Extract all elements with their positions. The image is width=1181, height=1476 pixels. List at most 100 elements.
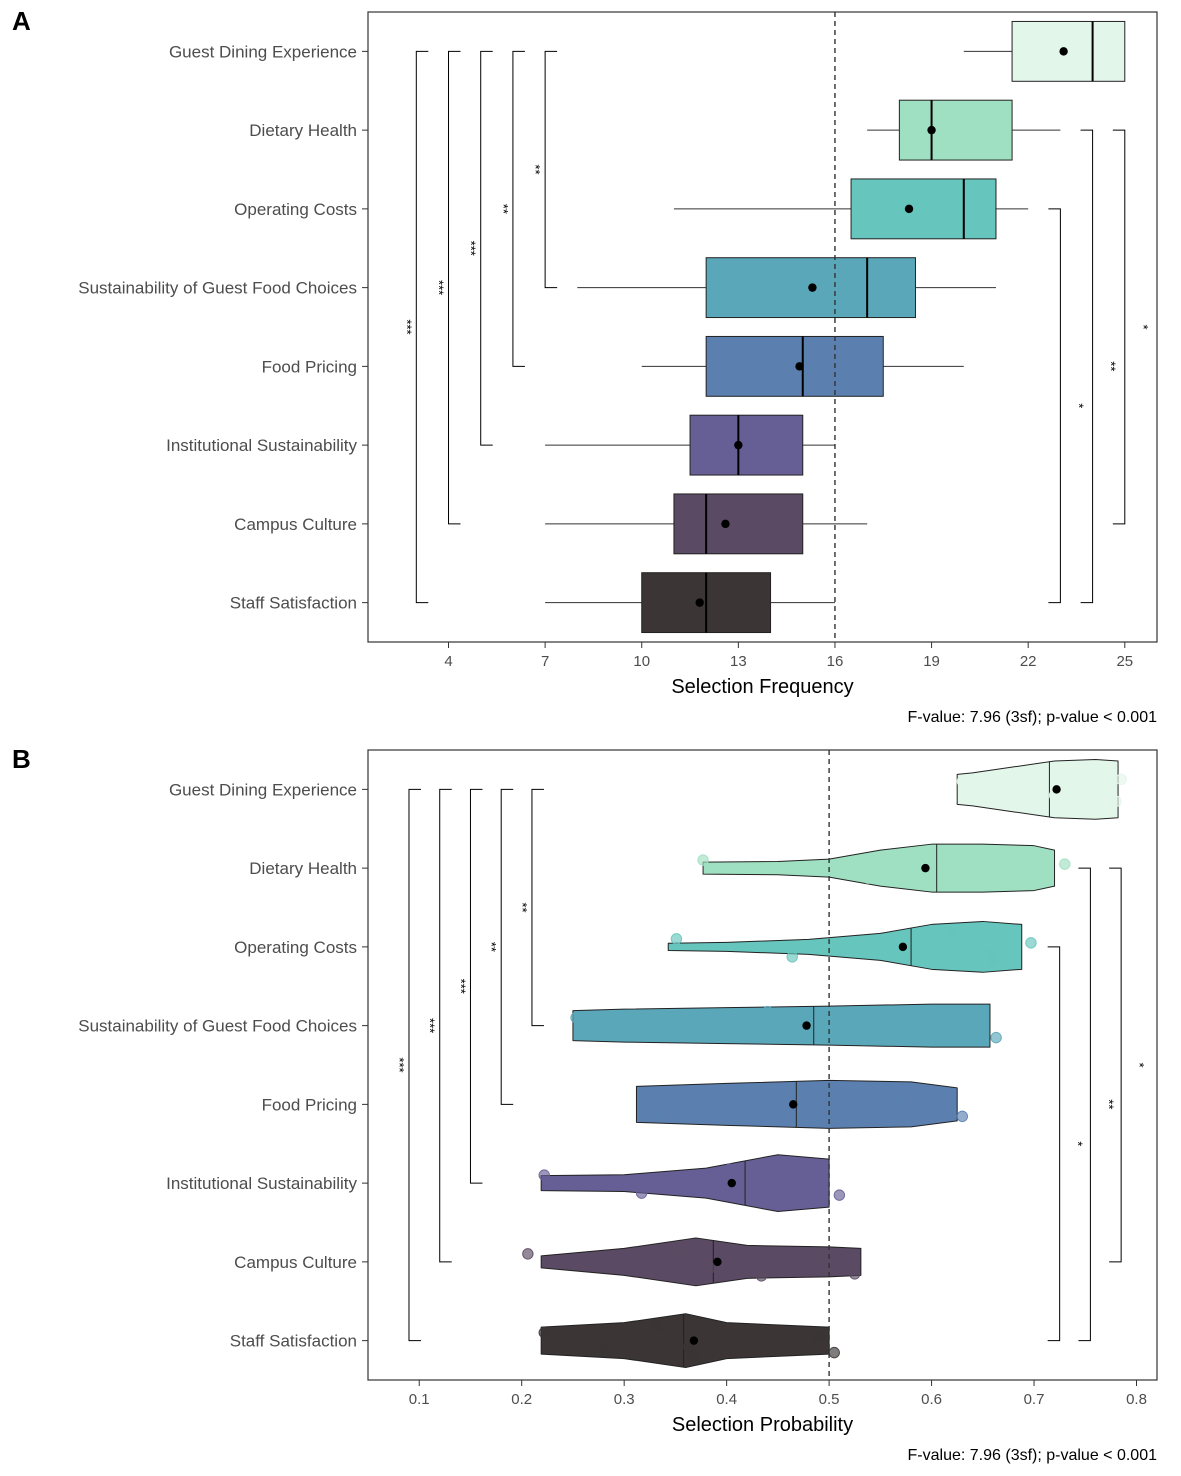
jitter-point	[956, 1110, 969, 1123]
jitter-point	[849, 1268, 861, 1280]
jitter-point	[755, 1270, 768, 1282]
significance-label: **	[496, 204, 511, 214]
plot-frame	[367, 11, 1158, 643]
jitter-point	[538, 1326, 550, 1339]
significance-bracket	[415, 50, 429, 604]
jitter-point	[813, 1330, 825, 1343]
box	[1011, 20, 1126, 82]
significance-bracket	[1080, 129, 1094, 604]
significance-bracket	[512, 50, 525, 367]
significance-label: *	[1132, 1062, 1147, 1067]
jitter-point	[963, 1015, 976, 1028]
significance-bracket	[469, 788, 483, 1184]
jitter-point	[638, 1090, 651, 1103]
jitter-point	[828, 1346, 840, 1359]
jitter-point	[794, 1173, 807, 1185]
mean-point	[802, 1021, 811, 1030]
jitter-point	[704, 1262, 716, 1274]
jitter-point	[736, 1084, 748, 1097]
significance-label: ***	[392, 1057, 407, 1072]
jitter-point	[673, 1242, 686, 1254]
category-label: Operating Costs	[234, 938, 357, 957]
significance-label: ***	[432, 280, 447, 295]
jitter-point	[1079, 797, 1091, 810]
x-tick-label: 0.1	[409, 1391, 430, 1408]
significance-bracket	[1047, 946, 1061, 1342]
jitter-point	[786, 951, 798, 963]
significance-bracket	[531, 788, 544, 1027]
mean-point	[713, 1257, 722, 1267]
mean-point	[695, 598, 704, 607]
violin	[540, 1154, 830, 1213]
jitter-point	[670, 933, 683, 945]
significance-bracket	[480, 50, 493, 446]
category-label: Campus Culture	[234, 515, 357, 534]
jitter-point	[1115, 773, 1127, 786]
jitter-point	[1015, 876, 1027, 888]
mean-point	[927, 125, 936, 135]
significance-label: *	[1071, 403, 1086, 408]
significance-label: **	[1104, 361, 1119, 371]
mean-point	[734, 440, 743, 450]
violin	[540, 1237, 862, 1287]
mean-point	[727, 1178, 736, 1188]
jitter-point	[956, 775, 969, 788]
x-tick-label: 25	[1116, 653, 1133, 670]
category-label: Guest Dining Experience	[169, 42, 357, 61]
significance-bracket	[1112, 129, 1126, 525]
category-label: Sustainability of Guest Food Choices	[78, 279, 357, 298]
jitter-point	[797, 1104, 810, 1117]
jitter-point	[761, 1005, 774, 1018]
jitter-point	[987, 955, 999, 967]
mean-point	[1059, 47, 1068, 56]
mean-point	[921, 863, 930, 873]
significance-bracket	[1048, 208, 1061, 604]
box	[689, 414, 804, 476]
jitter-point	[990, 1031, 1002, 1044]
mean-point	[795, 362, 804, 371]
jitter-point	[570, 1011, 582, 1024]
category-label: Dietary Health	[249, 121, 357, 140]
jitter-point	[626, 1029, 639, 1042]
jitter-point	[813, 1252, 825, 1264]
jitter-point	[697, 854, 709, 866]
jitter-point	[687, 1348, 699, 1361]
mean-point	[689, 1336, 699, 1345]
jitter-point	[919, 848, 932, 860]
panel-label: A	[12, 6, 31, 36]
jitter-point	[862, 872, 874, 884]
significance-bracket	[1109, 867, 1122, 1263]
category-label: Operating Costs	[234, 200, 357, 219]
x-tick-label: 0.7	[1024, 1391, 1045, 1408]
category-label: Sustainability of Guest Food Choices	[78, 1017, 357, 1036]
jitter-point	[792, 1191, 805, 1203]
significance-label: **	[515, 902, 530, 912]
jitter-point	[858, 1033, 870, 1046]
significance-label: ***	[399, 319, 414, 334]
jitter-point	[1059, 858, 1071, 870]
x-tick-label: 0.3	[614, 1391, 635, 1408]
category-label: Food Pricing	[262, 1095, 357, 1114]
jitter-point	[724, 1163, 736, 1175]
jitter-point	[833, 1189, 846, 1201]
x-tick-label: 0.8	[1126, 1391, 1147, 1408]
caption: F-value: 7.96 (3sf); p-value < 0.001	[908, 1447, 1158, 1464]
violin	[956, 758, 1119, 820]
box	[705, 335, 884, 397]
jitter-point	[653, 1108, 665, 1121]
mean-point	[1052, 785, 1061, 794]
jitter-point	[665, 1266, 678, 1278]
x-tick-label: 0.6	[921, 1391, 942, 1408]
x-tick-label: 0.2	[511, 1391, 532, 1408]
violin	[540, 1313, 830, 1369]
category-label: Staff Satisfaction	[230, 594, 357, 613]
jitter-point	[893, 1094, 905, 1107]
jitter-point	[946, 927, 958, 939]
significance-bracket	[448, 50, 461, 525]
significance-bracket	[544, 50, 558, 289]
jitter-point	[987, 793, 999, 806]
violin	[572, 1003, 991, 1048]
x-tick-label: 16	[827, 653, 844, 670]
x-tick-label: 22	[1020, 653, 1037, 670]
